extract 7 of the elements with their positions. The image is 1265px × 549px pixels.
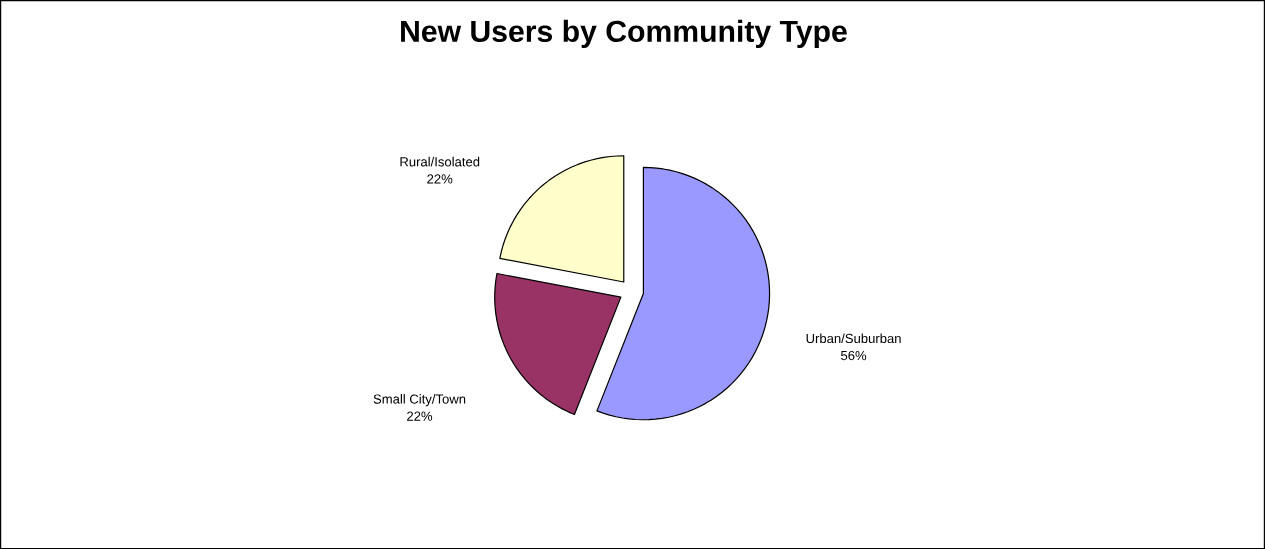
data-label: 22% [427,174,453,184]
chart-title: New Users by Community Type [401,19,847,48]
slice-label: Small City/Town [373,393,466,407]
slice-label: Rural/Isolated [400,156,480,167]
data-label: 22% [407,411,433,421]
slice-label: Urban/Suburban [806,333,901,343]
data-label: 56% [841,350,867,361]
